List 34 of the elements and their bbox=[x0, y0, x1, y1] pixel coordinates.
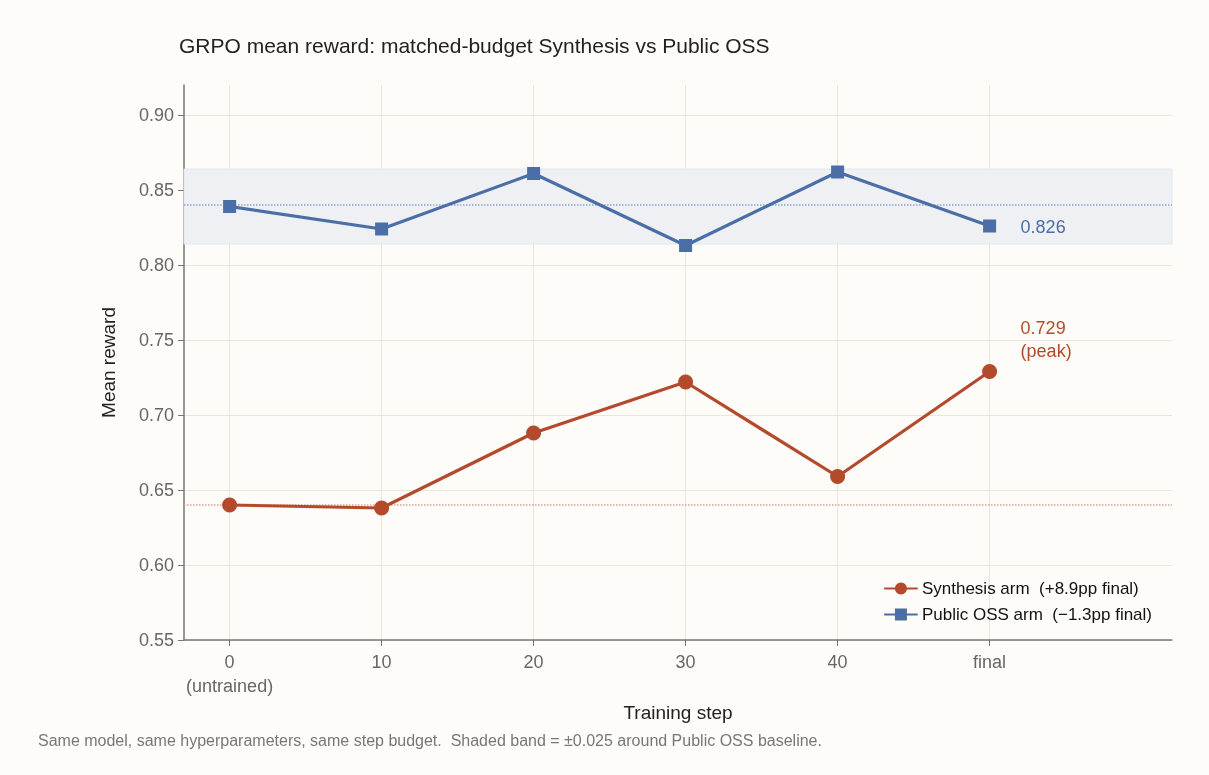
x-tick-label: 0 (untrained) bbox=[186, 652, 274, 696]
x-tick-label: 40 bbox=[827, 652, 848, 672]
y-tick-label: 0.85 bbox=[138, 180, 174, 200]
y-tick-label: 0.55 bbox=[138, 630, 174, 650]
annotation: 0.729 (peak) bbox=[1020, 318, 1072, 361]
y-axis-title: Mean reward bbox=[98, 307, 119, 418]
point bbox=[222, 497, 238, 513]
x-axis-title: Training step bbox=[623, 701, 733, 723]
point bbox=[526, 425, 542, 441]
x-tick-label: 20 bbox=[523, 652, 544, 672]
x-tick-label: final bbox=[973, 652, 1007, 672]
y-tick-label: 0.60 bbox=[138, 555, 174, 575]
point bbox=[678, 374, 694, 390]
point bbox=[982, 364, 998, 379]
y-tick-label: 0.75 bbox=[138, 330, 174, 350]
legend-label: Public OSS arm (−1.3pp final) bbox=[921, 605, 1153, 624]
point bbox=[983, 219, 997, 233]
point bbox=[375, 222, 389, 236]
y-tick-label: 0.65 bbox=[138, 480, 174, 500]
point bbox=[679, 239, 693, 252]
y-tick-label: 0.70 bbox=[138, 405, 174, 425]
point bbox=[223, 200, 237, 213]
point bbox=[527, 167, 541, 180]
point bbox=[830, 469, 846, 484]
annotation: 0.826 bbox=[1020, 216, 1066, 237]
y-tick-label: 0.90 bbox=[138, 105, 174, 125]
legend-label: Synthesis arm (+8.9pp final) bbox=[921, 579, 1139, 598]
y-tick-label: 0.80 bbox=[138, 255, 174, 275]
point bbox=[374, 500, 390, 516]
chart-title: GRPO mean reward: matched-budget Synthesis vs Public OSS bbox=[179, 34, 770, 57]
point bbox=[831, 165, 845, 179]
x-tick-label: 30 bbox=[675, 652, 696, 672]
text: Same model, same hyperparameters, same step budget. Shaded band = ±0.025 around Public OSS baseline. bbox=[38, 731, 822, 749]
x-tick-label: 10 bbox=[371, 652, 392, 672]
